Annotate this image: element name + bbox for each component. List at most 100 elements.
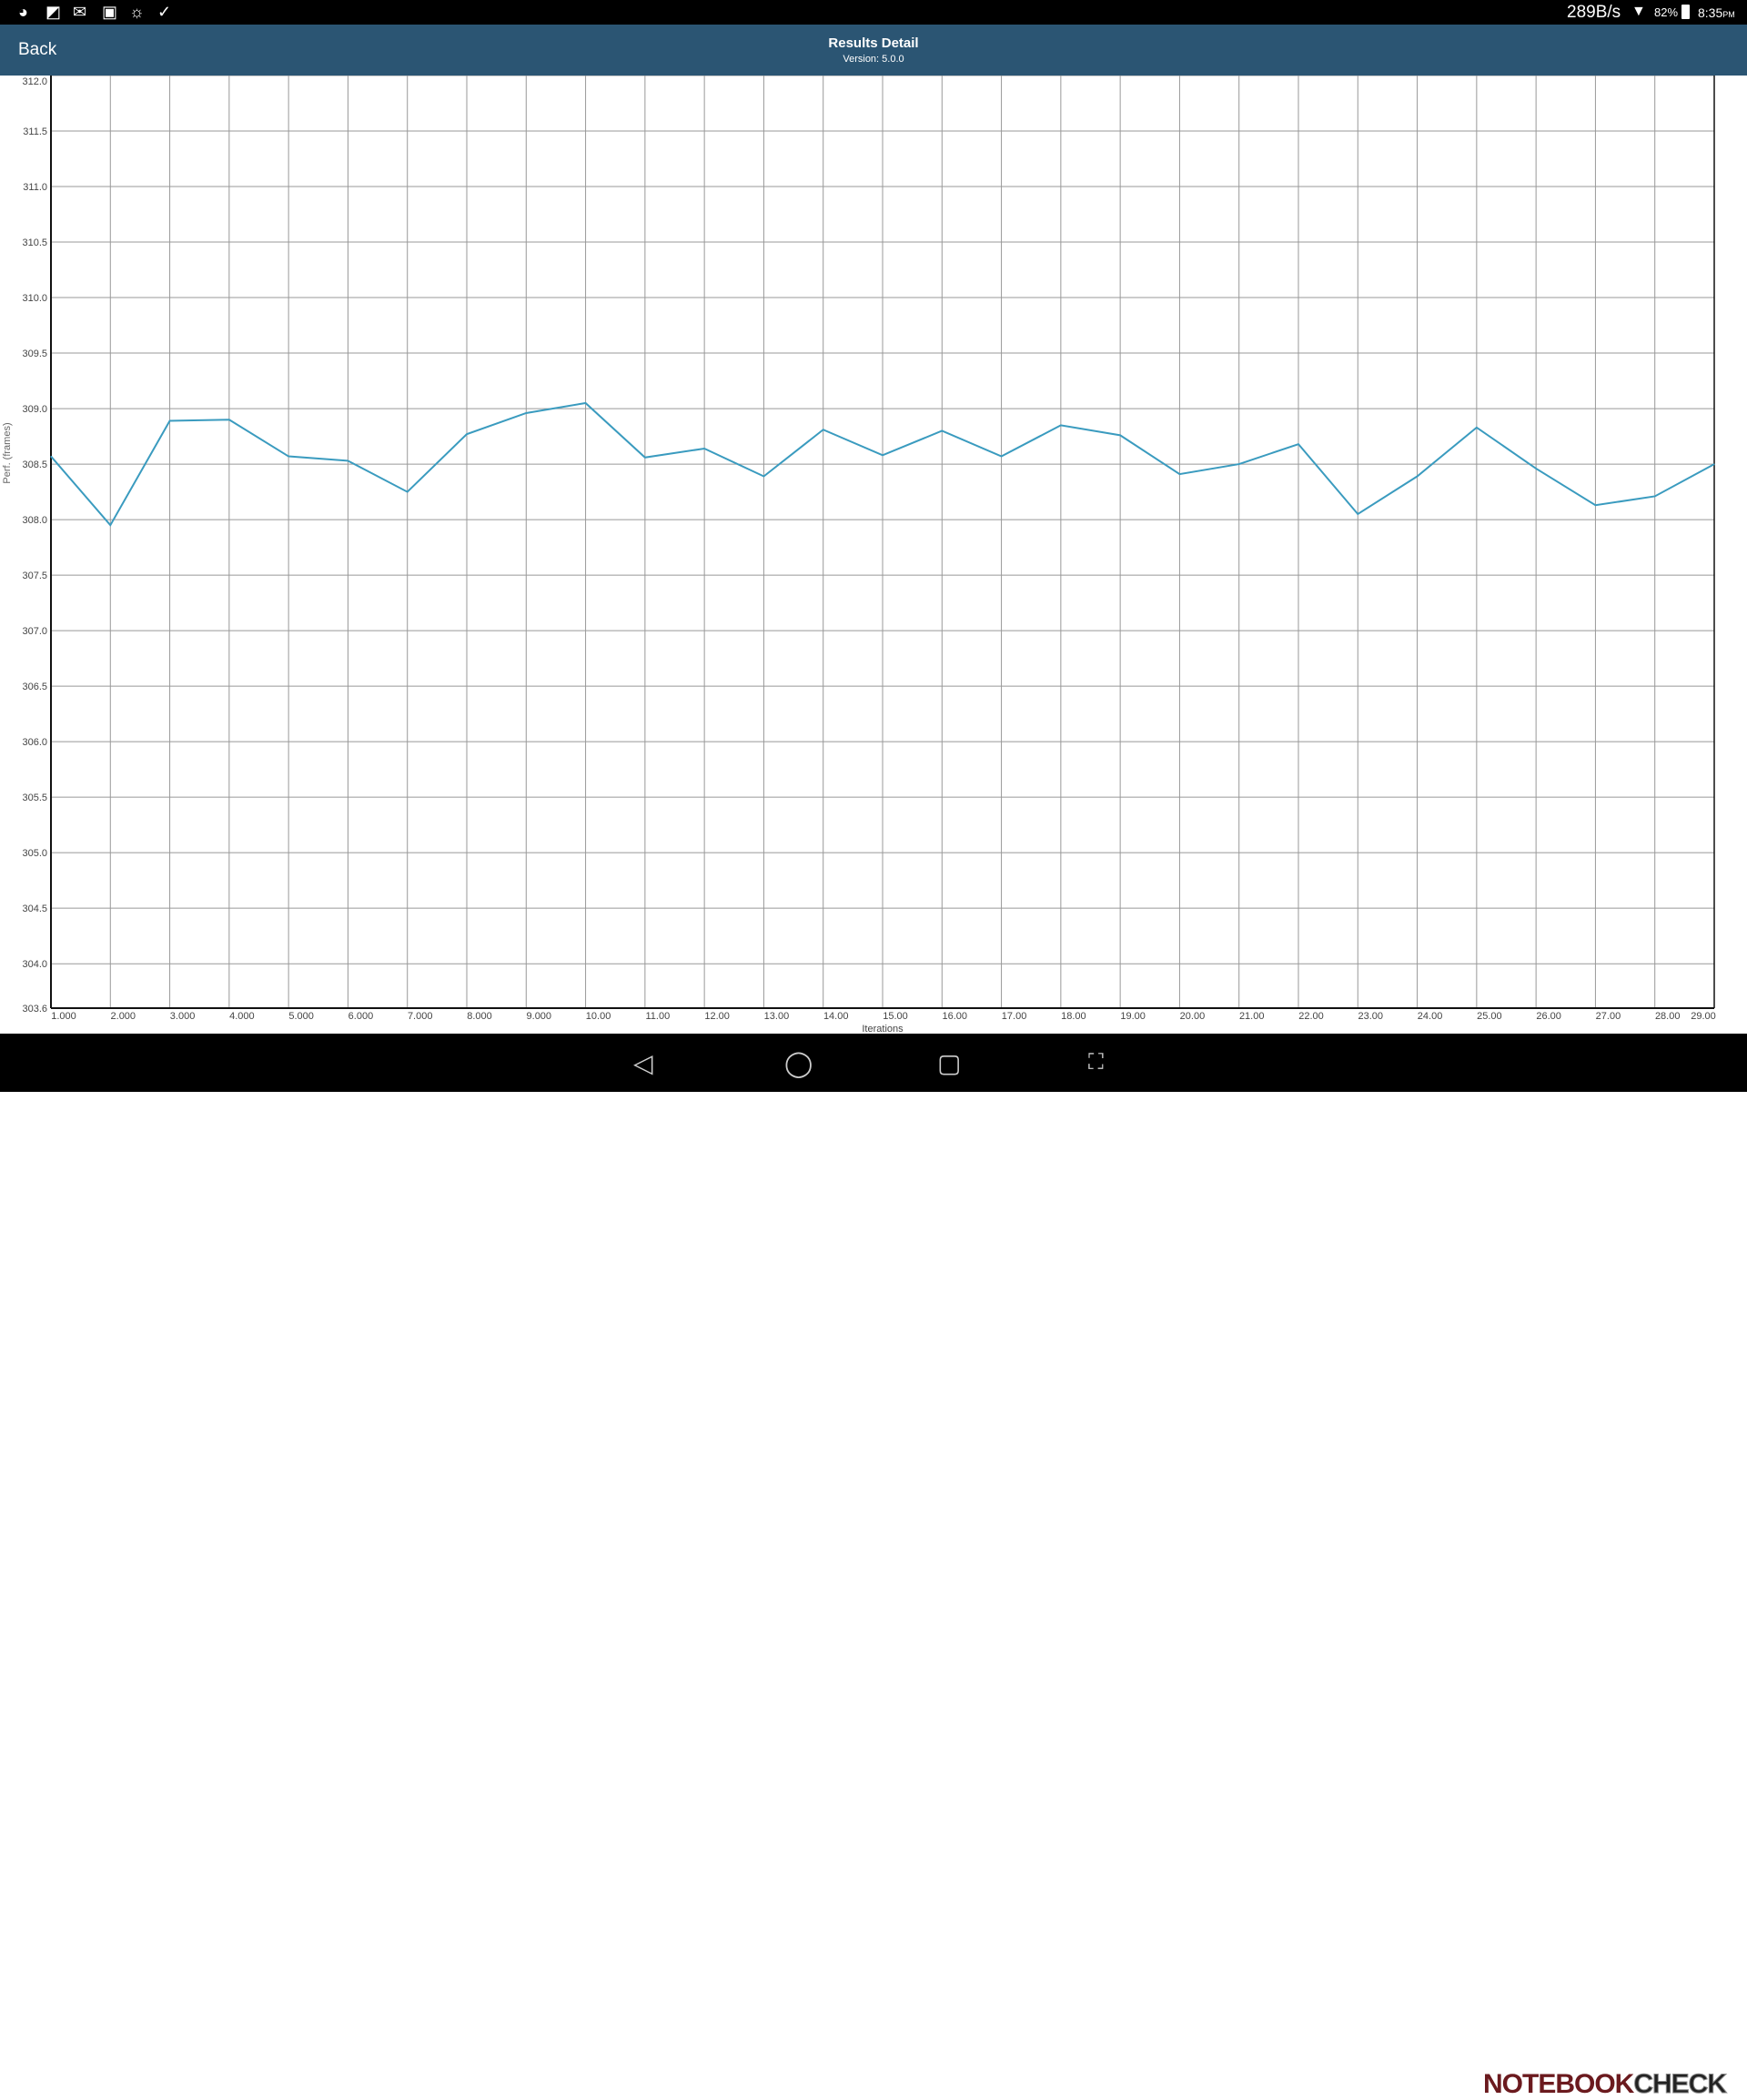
data-point [1298,443,1299,445]
x-tick-label: 28.00 [1655,1011,1681,1022]
data-point [109,524,111,526]
data-point [882,454,884,456]
x-tick-label: 2.000 [111,1011,136,1022]
y-tick-label: 306.5 [22,681,47,692]
x-tick-label: 4.000 [229,1011,255,1022]
y-tick-label: 307.0 [22,626,47,637]
x-tick-label: 3.000 [170,1011,196,1022]
x-tick-label: 20.00 [1180,1011,1206,1022]
x-tick-label: 16.00 [943,1011,968,1022]
x-tick-label: 1.000 [51,1011,76,1022]
x-tick-label: 18.00 [1061,1011,1086,1022]
y-tick-label: 303.6 [22,1004,47,1015]
network-speed: 289B/s [1567,3,1621,22]
y-tick-label: 310.0 [22,293,47,304]
data-point [1713,463,1715,465]
page-title: Results Detail [828,35,919,51]
data-point [466,433,468,435]
y-tick-label: 305.0 [22,848,47,859]
globe-icon: ◕ [18,3,28,21]
x-tick-label: 25.00 [1477,1011,1502,1022]
data-point [762,476,764,478]
data-point [1417,476,1419,478]
x-axis-label: Iterations [862,1024,904,1034]
data-point [1654,495,1656,497]
x-tick-label: 12.00 [704,1011,730,1022]
clock-time: 8:35 [1698,5,1723,20]
y-axis-ticks: 303.6 304.0 304.5 305.0 305.5 306.0 306.5 307.0… [22,76,47,1015]
x-tick-label: 23.00 [1358,1011,1384,1022]
x-tick-label: 5.000 [288,1011,314,1022]
data-point [1594,504,1596,506]
x-tick-label: 6.000 [348,1011,374,1022]
x-tick-label: 24.00 [1418,1011,1443,1022]
navigation-bar: ◁ ◯ ▢ ⛶ NOTEBOOKCHECK [0,1034,1747,2100]
x-axis-ticks: 1.000 2.000 3.000 4.000 5.000 6.000 7.000 8.000… [51,1011,1716,1022]
y-tick-label: 305.5 [22,793,47,803]
grid [50,76,1715,1009]
x-tick-label: 14.00 [823,1011,849,1022]
data-point [407,491,409,493]
data-point [50,456,52,458]
x-tick-label: 26.00 [1536,1011,1561,1022]
data-point [1535,468,1537,469]
data-points [50,402,1715,526]
battery-percent: 82% [1654,5,1679,19]
data-point [644,457,646,459]
clock: 8:35PM [1698,5,1735,20]
y-tick-label: 311.0 [23,182,47,193]
x-tick-label: 15.00 [883,1011,908,1022]
watermark-part2: CHECK [1633,2069,1728,2100]
wifi-icon: ▼ [1631,4,1646,19]
app-header: Back Results Detail Version: 5.0.0 [0,25,1747,76]
data-point [1060,424,1062,426]
y-axis-label: Perf. (frames) [2,422,13,483]
y-tick-label: 309.5 [22,348,47,359]
home-circle-icon[interactable]: ◯ [784,1049,813,1077]
y-tick-label: 307.5 [22,570,47,581]
data-point [169,419,171,421]
y-tick-label: 308.0 [22,515,47,526]
notification-icon: ◩ [45,3,62,21]
x-tick-label: 29.00 [1691,1011,1716,1022]
data-point [525,412,527,414]
notebookcheck-watermark: NOTEBOOKCHECK [1483,2069,1728,2100]
data-point [1476,427,1478,429]
x-tick-label: 19.00 [1120,1011,1146,1022]
y-tick-label: 311.5 [23,126,47,137]
gmail-icon: ✉ [73,3,87,21]
battery-icon [1681,5,1690,19]
line-chart: 303.6 304.0 304.5 305.0 305.5 306.0 306.5 307.0… [2,76,1716,1034]
clock-suffix: PM [1722,10,1735,19]
y-tick-label: 309.0 [22,404,47,415]
y-tick-label: 304.5 [22,904,47,914]
y-tick-label: 306.0 [22,737,47,748]
x-tick-label: 27.00 [1596,1011,1621,1022]
y-tick-label: 308.5 [22,459,47,470]
x-tick-label: 22.00 [1298,1011,1324,1022]
data-point [288,456,289,458]
x-tick-label: 9.000 [527,1011,552,1022]
x-tick-label: 21.00 [1239,1011,1265,1022]
check-flag-icon: ✓ [157,3,172,21]
version-label: Version: 5.0.0 [843,54,904,65]
settings-sun-icon: ☼ [129,3,145,21]
data-point [228,419,230,420]
screenshot-icon[interactable]: ⛶ [1088,1050,1104,1075]
y-tick-label: 304.0 [22,959,47,970]
x-tick-label: 13.00 [764,1011,790,1022]
data-point [1238,463,1240,465]
data-point [1119,434,1121,436]
data-point [585,402,587,404]
back-triangle-icon[interactable]: ◁ [633,1049,653,1077]
data-point [941,429,943,431]
data-point [1001,456,1003,458]
x-tick-label: 10.00 [586,1011,611,1022]
y-tick-label: 312.0 [22,76,47,87]
x-tick-label: 7.000 [408,1011,433,1022]
x-tick-label: 17.00 [1002,1011,1027,1022]
recents-square-icon[interactable]: ▢ [937,1049,962,1077]
back-button[interactable]: Back [18,40,57,59]
y-tick-label: 310.5 [22,237,47,248]
watermark-part1: NOTEBOOK [1483,2069,1634,2099]
